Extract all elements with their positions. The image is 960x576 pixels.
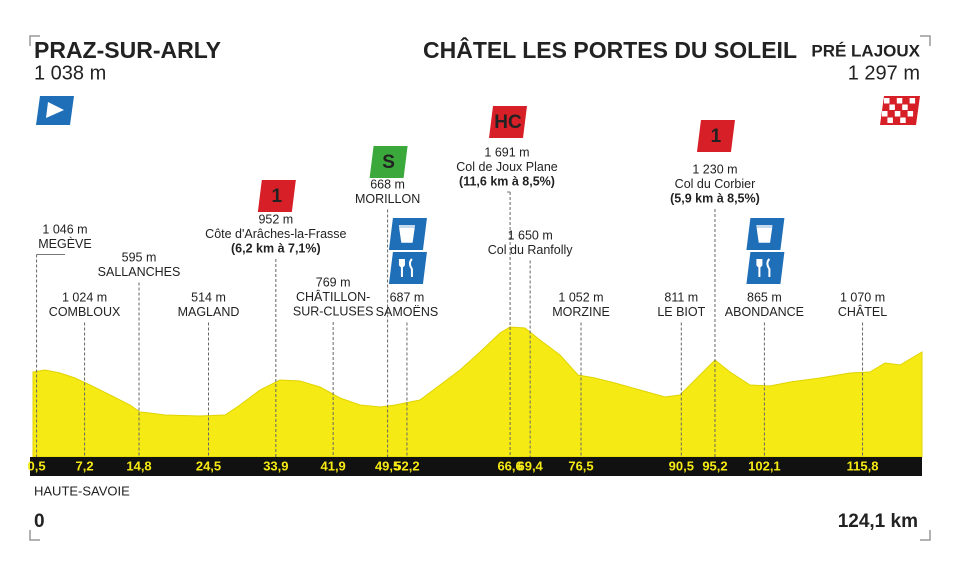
km-label: 24,5 [196,458,221,473]
waypoint-altitude: 668 m [370,177,405,191]
waypoint-name: Col du Corbier [675,177,756,191]
check [887,117,893,123]
check [902,104,908,110]
badge-label: 1 [711,126,722,147]
icon [696,120,735,152]
icon [257,180,296,212]
km-label: 76,5 [568,458,593,473]
badge-label: 1 [272,186,283,207]
waypoint-altitude: 1 691 m [484,145,529,159]
waypoint-altitude: 595 m [122,250,157,264]
waypoint-name: MAGLAND [178,305,240,319]
start-name: PRAZ-SUR-ARLY [34,37,221,63]
waypoint-name: Col de Joux Plane [456,160,558,174]
waypoint-name: MORILLON [355,192,420,206]
climb-info: (6,2 km à 7,1%) [231,241,321,255]
badge-label: S [382,152,395,173]
finish-name: CHÂTEL LES PORTES DU SOLEIL [423,36,797,63]
km-label: 69,4 [517,458,543,473]
finish-altitude: 1 297 m [848,62,920,84]
waypoint-name: Col du Ranfolly [488,243,574,257]
icon [388,252,427,284]
waypoint-name: COMBLOUX [49,305,121,319]
km-label: 7,2 [76,458,94,473]
elevation-profile [32,326,923,458]
km-label: 0,5 [28,458,46,473]
icon [369,146,408,178]
badge-label: HC [494,112,522,133]
distance-start: 0 [34,511,45,532]
waypoint-altitude: 1 070 m [840,290,885,304]
km-label: 49,5 [375,458,400,473]
check [894,111,901,117]
km-label: 33,9 [263,458,288,473]
refuse-icon [398,225,415,243]
refuse-icon [756,225,773,243]
icon [746,252,785,284]
check [896,98,903,104]
food-icon [756,258,771,277]
waypoint-name: Côte d'Arâches-la-Frasse [205,227,346,241]
start-flag [36,96,74,125]
climb-info: (11,6 km à 8,5%) [459,174,555,188]
waypoint-altitude: 1 052 m [558,290,603,304]
waypoint-name: MORZINE [552,305,610,319]
waypoint-altitude: 1 230 m [692,162,737,176]
km-label: 14,8 [126,458,151,473]
waypoint-name: SALLANCHES [98,265,181,279]
waypoint-name: CHÂTEL [838,304,887,319]
waypoint-altitude: 811 m [664,290,698,304]
check [907,111,914,117]
km-label: 102,1 [748,458,781,473]
check [884,98,890,104]
waypoint-altitude: 865 m [747,290,782,304]
km-label: 90,5 [669,458,694,473]
waypoint-altitude: 769 m [316,275,351,289]
waypoint-name: LE BIOT [657,305,705,319]
start-altitude: 1 038 m [34,62,106,84]
waypoint-altitude: 1 650 m [508,228,553,242]
food-icon [398,258,413,277]
km-band [30,457,922,476]
finish-suffix: PRÉ LAJOUX [811,41,920,60]
waypoint-altitude: 687 m [390,290,425,304]
check [889,104,895,110]
check [900,117,906,123]
frame [29,35,931,541]
waypoint-name: SAMOËNS [376,305,439,319]
distance-end: 124,1 km [838,511,918,532]
km-label: 41,9 [320,458,345,473]
km-label: 66,6 [497,458,522,473]
waypoint-name: ABONDANCE [725,305,804,319]
icon [489,106,527,138]
waypoint-name: SUR-CLUSES [293,304,374,318]
waypoint-name: MEGÈVE [38,236,92,251]
waypoint-altitude: 952 m [258,212,293,226]
waypoint-name: CHÂTILLON- [296,289,370,304]
climb-info: (5,9 km à 8,5%) [670,191,760,205]
waypoint-altitude: 514 m [191,290,226,304]
region: HAUTE-SAVOIE [34,483,130,498]
waypoint-altitude: 1 046 m [42,222,87,236]
check [909,98,916,104]
km-label: 52,2 [394,458,419,473]
waypoint-altitude: 1 024 m [62,290,107,304]
check [882,111,888,117]
finish-flag [880,96,920,125]
km-label: 115,8 [847,458,879,473]
km-label: 95,2 [702,458,727,473]
